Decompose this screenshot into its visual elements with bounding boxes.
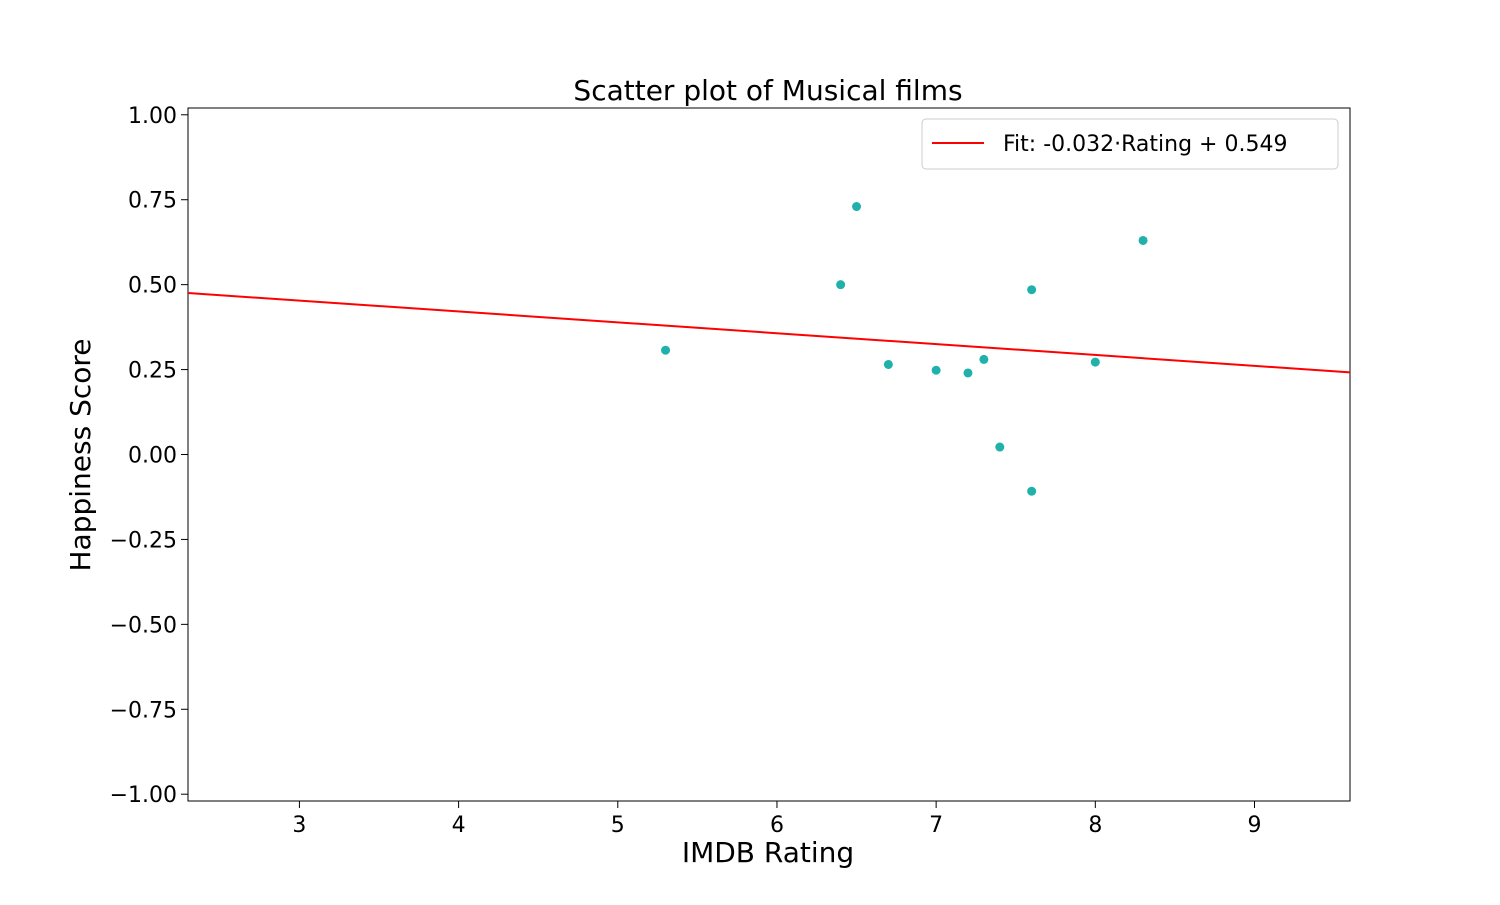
- fit-line: [187, 292, 1351, 374]
- legend-box: [921, 118, 1339, 170]
- y-tick-label: −0.75: [110, 698, 177, 723]
- scatter-point: [995, 442, 1005, 452]
- scatter-point: [963, 368, 973, 378]
- y-tick-label: −1.00: [110, 783, 177, 808]
- y-tick-label: 0.50: [128, 274, 177, 299]
- y-tick-label: −0.50: [110, 613, 177, 638]
- x-tick-label: 9: [1247, 813, 1261, 838]
- y-tick-label: 0.25: [128, 359, 177, 384]
- scatter-point: [836, 280, 846, 290]
- plot-frame: [187, 107, 1351, 802]
- plot-area: [187, 202, 1351, 496]
- legend-label: Fit: -0.032·Rating + 0.549: [1003, 132, 1287, 157]
- x-tick-label: 7: [929, 813, 943, 838]
- y-axis-label: Happiness Score: [64, 338, 97, 571]
- x-tick-label: 4: [452, 813, 466, 838]
- y-tick-label: 1.00: [128, 104, 177, 129]
- scatter-point: [661, 345, 671, 355]
- chart-title: Scatter plot of Musical films: [573, 74, 962, 107]
- axes: 3 4 5 6 7 8 9 1.00 0.75 0.50 0.25 0.00 −0.25 −0.50 −0.…: [110, 104, 1351, 838]
- legend: Fit: -0.032·Rating + 0.549: [921, 118, 1339, 170]
- x-tick-label: 3: [292, 813, 306, 838]
- scatter-point: [1027, 486, 1037, 496]
- x-tick-label: 8: [1088, 813, 1102, 838]
- scatter-point: [931, 365, 941, 375]
- y-tick-label: 0.00: [128, 444, 177, 469]
- x-axis-label: IMDB Rating: [682, 836, 854, 869]
- scatter-point: [1090, 357, 1100, 367]
- y-tick-label: −0.25: [110, 528, 177, 553]
- x-tick-label: 5: [611, 813, 625, 838]
- scatter-point: [852, 202, 862, 212]
- scatter-point: [1138, 235, 1148, 245]
- scatter-point: [979, 354, 989, 364]
- x-tick-label: 6: [770, 813, 784, 838]
- scatter-point: [883, 359, 893, 369]
- y-tick-label: 0.75: [128, 189, 177, 214]
- scatter-point: [1027, 285, 1037, 295]
